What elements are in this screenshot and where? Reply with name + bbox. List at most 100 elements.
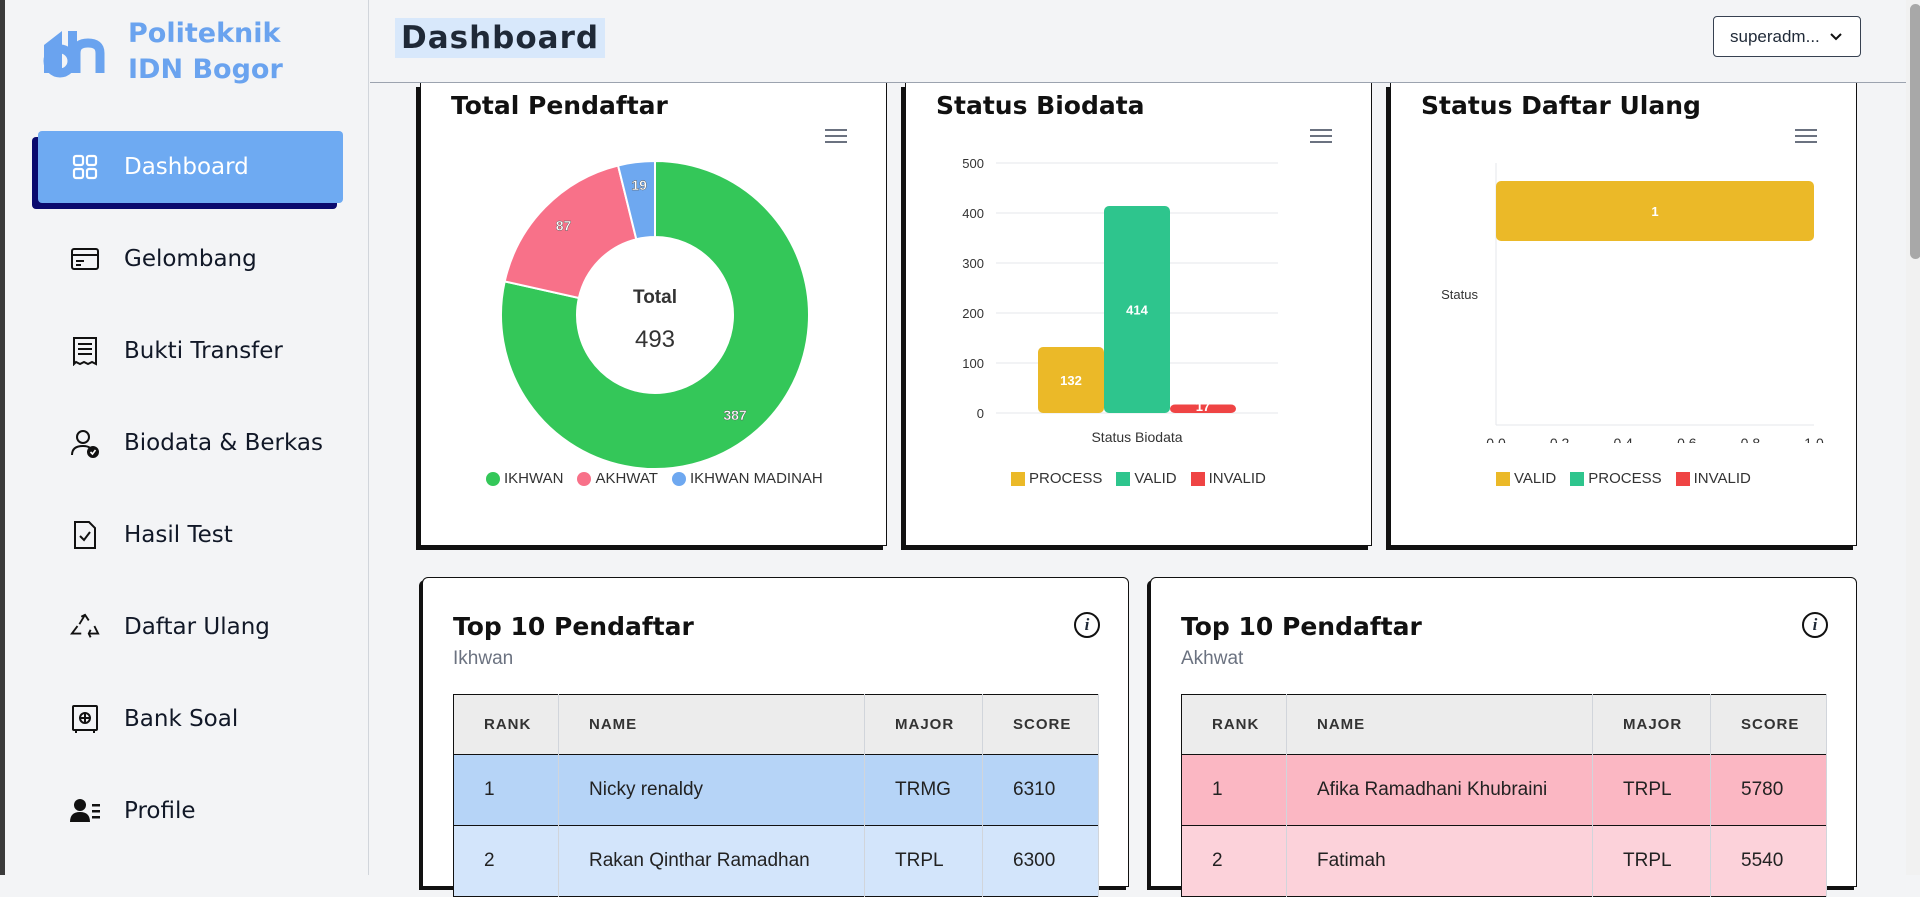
legend-item[interactable]: PROCESS (1570, 470, 1662, 487)
legend-swatch (577, 471, 592, 486)
score-cell: 6300 (982, 825, 1099, 897)
user-menu-button[interactable]: superadm... (1713, 16, 1861, 57)
total-pendaftar-card: Total Pendaftar 387 87 19 Total 493 IKHWAN AK… (420, 83, 887, 546)
slice-label: 87 (556, 218, 572, 234)
legend-item[interactable]: VALID (1496, 470, 1556, 487)
donut-slice[interactable] (503, 164, 638, 300)
column-header[interactable]: MAJOR (1592, 694, 1711, 755)
user-check-icon (70, 428, 100, 458)
major-cell: TRMG (864, 754, 983, 826)
legend-swatch (1116, 471, 1131, 486)
column-header[interactable]: NAME (558, 694, 865, 755)
legend-item[interactable]: INVALID (1675, 470, 1751, 487)
page-title: Dashboard (395, 18, 606, 58)
sidebar-item-daftar-ulang[interactable]: Daftar Ulang (10, 591, 369, 663)
x-tick-label: 1.0 (1804, 435, 1824, 443)
sidebar-item-label: Bank Soal (124, 706, 239, 732)
x-tick-label: 0.8 (1741, 435, 1761, 443)
y-tick-label: 200 (962, 306, 984, 321)
donut-chart: 387 87 19 Total 493 (500, 159, 810, 470)
user-name: superadm... (1730, 26, 1820, 46)
rank-cell: 1 (453, 754, 559, 826)
score-cell: 6310 (982, 754, 1099, 826)
chart-menu-icon[interactable] (825, 129, 847, 145)
legend-item[interactable]: VALID (1116, 470, 1177, 487)
top-header: Dashboard superadm... (370, 0, 1906, 83)
table-row[interactable]: 1 Nicky renaldy TRMG 6310 (453, 754, 1099, 826)
card-subtitle: Ikhwan (453, 648, 514, 669)
table-row[interactable]: 1 Afika Ramadhani Khubraini TRPL 5780 (1181, 754, 1827, 826)
top10-ikhwan-table: RANK NAME MAJOR SCORE 1 Nicky renaldy TR… (453, 694, 1099, 897)
legend-item[interactable]: AKHWAT (577, 470, 658, 487)
recycle-icon (70, 612, 100, 642)
legend-label: VALID (1514, 470, 1557, 487)
info-icon[interactable]: i (1074, 612, 1100, 638)
legend-swatch (671, 471, 686, 486)
bar[interactable] (1496, 181, 1814, 241)
brand-line1: Politeknik (128, 18, 281, 49)
sidebar-item-label: Hasil Test (124, 522, 233, 548)
slice-label: 387 (723, 407, 747, 423)
rank-cell: 2 (1181, 825, 1287, 897)
legend-label: PROCESS (1029, 470, 1103, 487)
card-title: Total Pendaftar (451, 91, 668, 120)
sidebar-item-profile[interactable]: Profile (10, 775, 369, 847)
x-tick-label: 0.4 (1613, 435, 1633, 443)
column-header[interactable]: SCORE (1710, 694, 1827, 755)
column-header[interactable]: MAJOR (864, 694, 983, 755)
y-tick-label: 0 (977, 406, 984, 421)
column-header[interactable]: RANK (1181, 694, 1287, 755)
column-header[interactable]: RANK (453, 694, 559, 755)
chart-menu-icon[interactable] (1310, 129, 1332, 145)
legend-swatch (1496, 471, 1510, 486)
donut-slice[interactable] (500, 159, 810, 470)
brand[interactable]: Politeknik IDN Bogor (38, 16, 283, 88)
legend-item[interactable]: INVALID (1190, 470, 1266, 487)
table-row[interactable]: 2 Fatimah TRPL 5540 (1181, 825, 1827, 897)
bar-value-label: 1 (1651, 204, 1658, 219)
y-category-label: Status (1441, 287, 1478, 302)
sidebar-item-hasil-test[interactable]: Hasil Test (10, 499, 369, 571)
legend-swatch (1011, 471, 1025, 486)
chart-menu-icon[interactable] (1795, 129, 1817, 145)
donut-center-label: Total (633, 287, 677, 308)
chart-legend: VALID PROCESS INVALID (1496, 470, 1765, 487)
legend-label: INVALID (1208, 470, 1266, 487)
table-row[interactable]: 2 Rakan Qinthar Ramadhan TRPL 6300 (453, 825, 1099, 897)
sidebar-item-label: Profile (124, 798, 196, 824)
bar[interactable] (1170, 404, 1236, 414)
legend-label: INVALID (1693, 470, 1751, 487)
card-icon (70, 244, 100, 274)
bar[interactable] (1038, 347, 1104, 413)
card-title: Status Daftar Ulang (1421, 91, 1701, 120)
y-tick-label: 100 (962, 356, 984, 371)
legend-item[interactable]: IKHWAN (486, 470, 563, 487)
x-tick-label: 0.2 (1550, 435, 1570, 443)
scrollbar-thumb[interactable] (1910, 4, 1920, 259)
page-scrollbar[interactable] (1906, 0, 1920, 875)
grid-icon (70, 152, 100, 182)
sidebar-item-bukti-transfer[interactable]: Bukti Transfer (10, 315, 369, 387)
rank-cell: 1 (1181, 754, 1287, 826)
name-cell: Nicky renaldy (558, 754, 865, 826)
sidebar-item-bank-soal[interactable]: Bank Soal (10, 683, 369, 755)
sidebar-nav: Dashboard Gelombang Bukti Transfer Bioda… (10, 131, 369, 867)
legend-item[interactable]: IKHWAN MADINAH (671, 470, 823, 487)
legend-label: AKHWAT (595, 470, 658, 487)
sidebar-item-label: Bukti Transfer (124, 338, 283, 364)
column-header[interactable]: SCORE (982, 694, 1099, 755)
info-icon[interactable]: i (1802, 612, 1828, 638)
column-header[interactable]: NAME (1286, 694, 1593, 755)
sidebar-item-biodata-berkas[interactable]: Biodata & Berkas (10, 407, 369, 479)
profile-icon (70, 796, 100, 826)
sidebar-item-dashboard[interactable]: Dashboard (38, 131, 343, 203)
legend-item[interactable]: PROCESS (1011, 470, 1102, 487)
card-title: Top 10 Pendaftar (453, 612, 694, 641)
sidebar-item-gelombang[interactable]: Gelombang (10, 223, 369, 295)
donut-slice[interactable] (616, 159, 656, 241)
sidebar-item-label: Biodata & Berkas (124, 430, 323, 456)
bar[interactable] (1104, 206, 1170, 413)
sidebar-item-label: Gelombang (124, 246, 257, 272)
legend-label: IKHWAN (504, 470, 564, 487)
slice-label: 19 (631, 177, 647, 193)
